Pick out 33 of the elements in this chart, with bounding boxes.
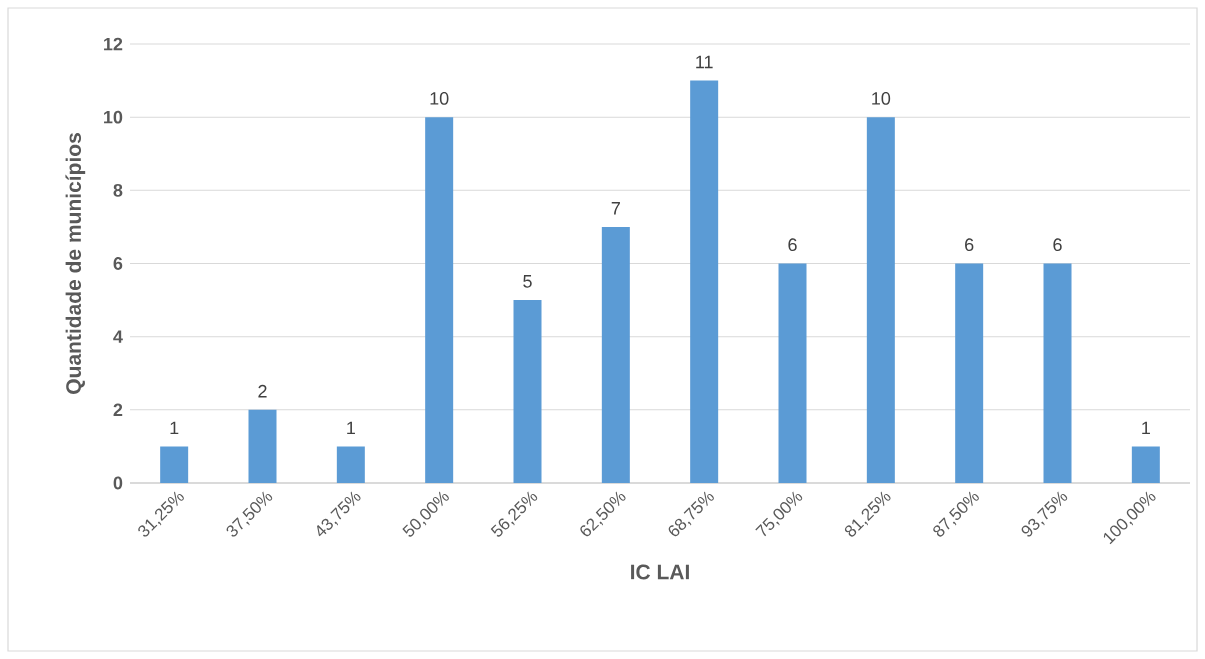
bar [1131,446,1160,483]
data-label: 1 [347,421,355,435]
bar [778,263,807,483]
data-label: 6 [788,238,797,252]
bar [866,117,895,483]
bar [1043,263,1072,483]
bar [160,446,189,483]
y-tick-label: 4 [113,330,123,343]
bar [248,409,277,483]
x-axis-title: IC LAI [631,564,689,580]
bar [601,226,630,483]
bar [955,263,984,483]
data-label: 5 [523,275,532,288]
bar [513,300,542,483]
y-tick-label: 0 [113,476,123,490]
y-tick-label: 2 [113,403,123,417]
data-label: 1 [170,421,179,435]
y-tick-label: 8 [113,183,123,197]
bar [690,80,719,483]
y-axis-title: Quantidade de municípios [65,133,86,394]
y-tick-label: 6 [113,257,123,270]
y-tick-label: 10 [104,110,123,124]
y-tick-label: 12 [104,37,123,51]
data-label: 2 [258,384,267,398]
data-label: 10 [430,92,449,105]
bar [425,117,454,483]
data-label: 11 [696,55,713,69]
bar [336,446,365,483]
data-label: 1 [1142,421,1150,435]
data-label: 7 [611,202,620,215]
data-label: 6 [1053,238,1062,252]
data-label: 10 [872,92,891,105]
data-label: 6 [965,238,974,252]
